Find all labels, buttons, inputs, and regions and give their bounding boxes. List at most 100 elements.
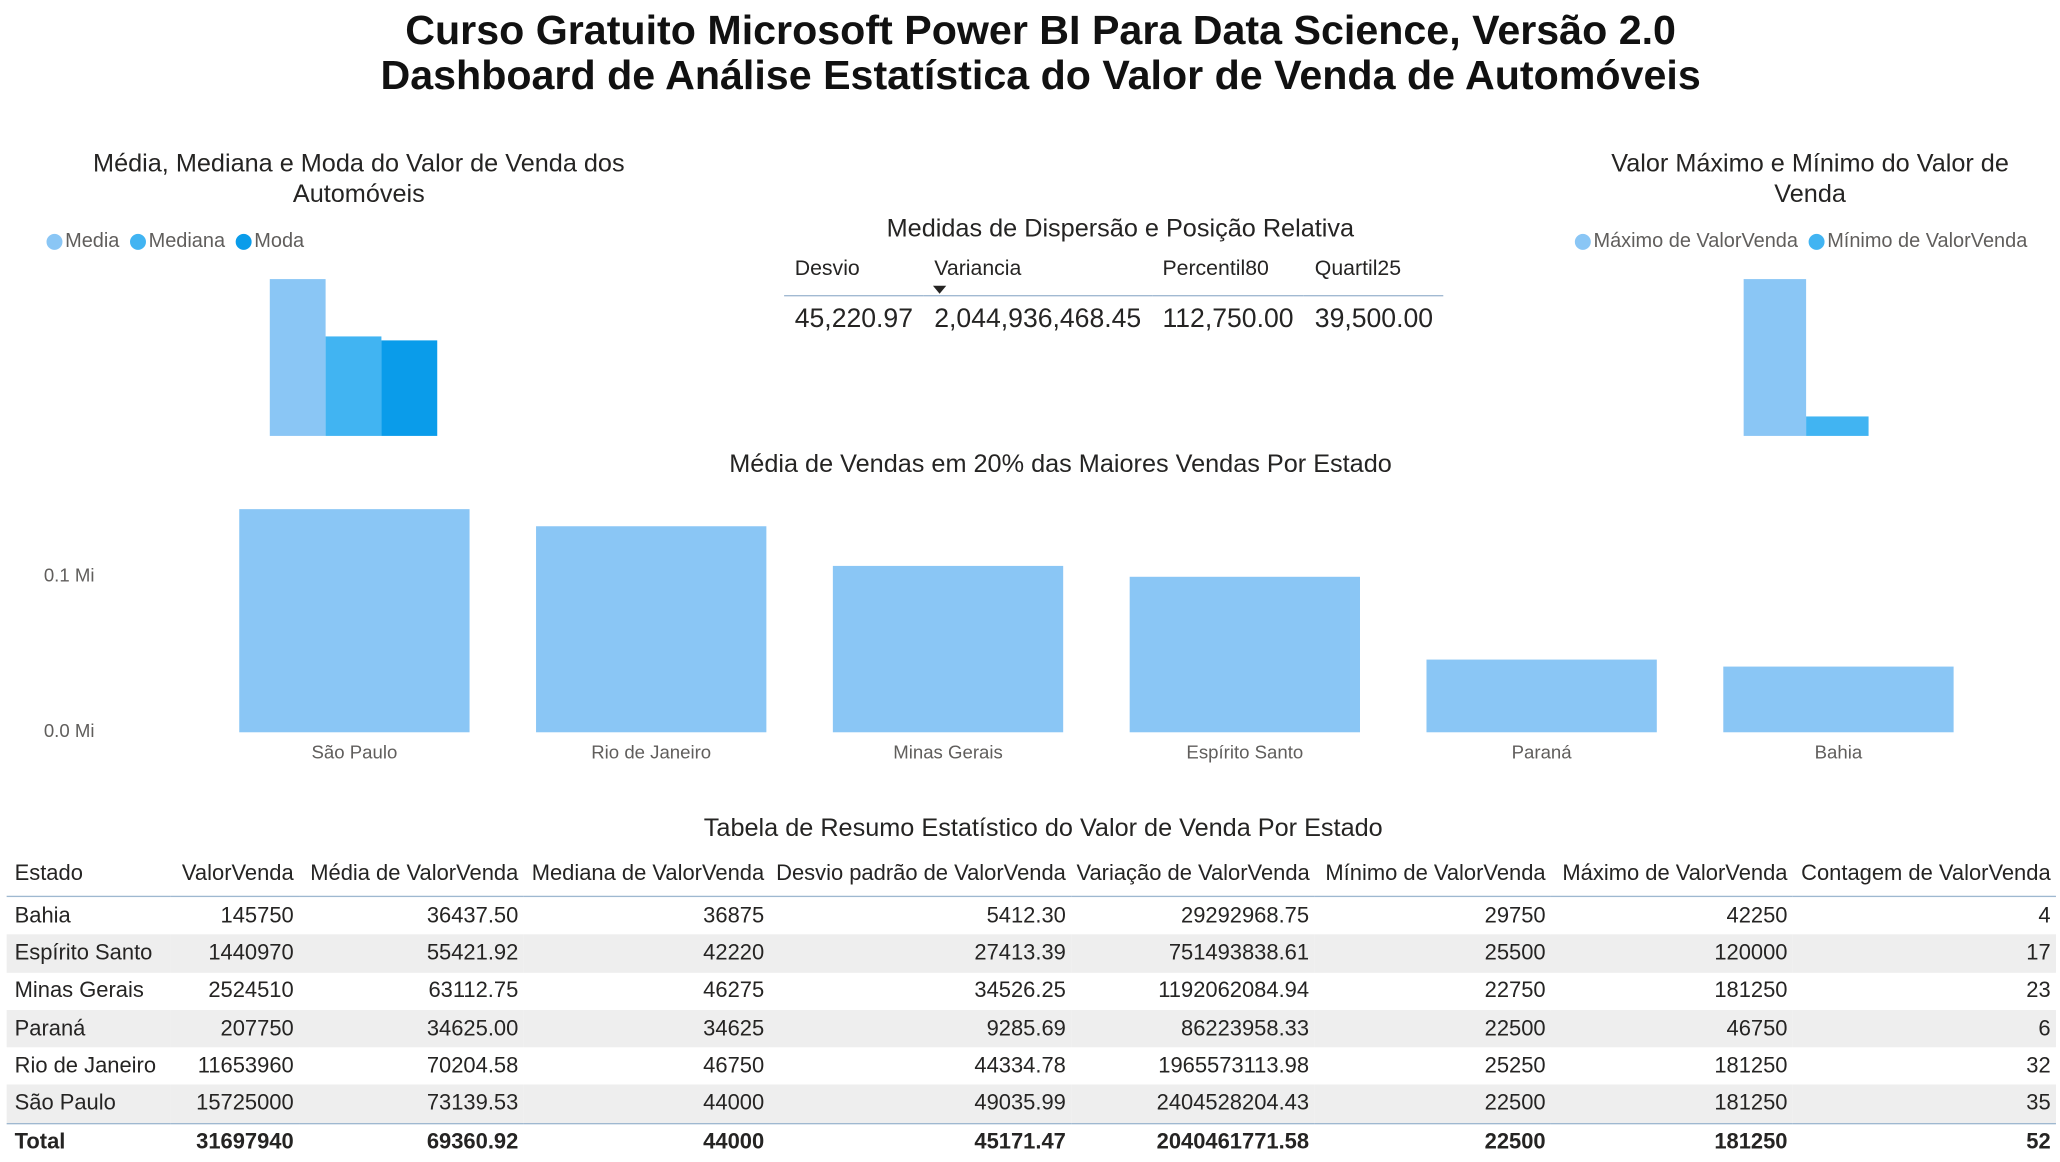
table-cell: 17 <box>1792 934 2056 973</box>
x-tick-label: Minas Gerais <box>893 741 1003 762</box>
table-row: Paraná 207750 34625.00 34625 9285.69 86223958… <box>6 1009 2056 1048</box>
column-header: Percentil80 <box>1151 257 1305 297</box>
column-header: Mínimo de ValorVenda <box>1314 850 1551 898</box>
bar <box>1806 416 1869 436</box>
total-cell: 44000 <box>523 1122 770 1162</box>
table-cell: 36875 <box>703 903 765 928</box>
table-cell: 9285.69 <box>769 1009 1072 1048</box>
summary-table: Estado ValorVenda Média de ValorVenda Media… <box>6 850 2056 1162</box>
total-cell: 52 <box>1792 1122 2056 1162</box>
table-cell: 181250 <box>1714 1053 1788 1078</box>
table-cell: 6 <box>1792 1009 2056 1048</box>
table-cell: 25250 <box>1484 1053 1546 1078</box>
table-cell: Bahia <box>14 903 71 928</box>
table-row: Bahia 145750 36437.50 36875 5412.30 29292968.… <box>7 896 2056 934</box>
table-cell: 42250 <box>1726 903 1788 928</box>
table-cell: 27413.39 <box>769 934 1072 973</box>
legend-dot <box>46 233 63 250</box>
x-tick-label: Paraná <box>1512 741 1573 762</box>
table-cell: 22500 <box>1314 1009 1551 1048</box>
bar <box>269 279 326 436</box>
card-title: Medidas de Dispersão e Posição Relativa <box>886 215 1355 244</box>
legend-label: Moda <box>254 230 305 252</box>
total-cell: 2040461771.58 <box>1071 1122 1315 1162</box>
column-header: Quartil25 <box>1304 257 1444 297</box>
bar <box>1426 659 1657 733</box>
table-cell: 22500 <box>1314 1085 1551 1124</box>
total-cell: Total <box>6 1122 171 1162</box>
bar <box>1743 279 1807 436</box>
legend-label: Mediana <box>149 230 226 252</box>
table-cell: 73139.53 <box>299 1085 524 1124</box>
table-cell: 181250 <box>1714 978 1788 1003</box>
measure-value: 39,500.00 <box>1314 304 1434 334</box>
dashboard-title: Curso Gratuito Microsoft Power BI Para D… <box>0 6 2060 98</box>
table-cell: 29750 <box>1484 903 1546 928</box>
table-cell: 44000 <box>523 1085 770 1124</box>
total-row: Total 31697940 69360.92 44000 45171.47 204046… <box>6 1122 2056 1162</box>
table-cell: 70204.58 <box>426 1053 519 1078</box>
legend-dot <box>1808 233 1825 250</box>
table-row: Rio de Janeiro 11653960 70204.58 46750 44334… <box>7 1048 2056 1086</box>
table-cell: Rio de Janeiro <box>14 1053 157 1078</box>
table-cell: 34526.25 <box>974 978 1066 1003</box>
table-cell: 46750 <box>703 1053 765 1078</box>
x-tick-label: Bahia <box>1815 741 1863 762</box>
table-row: Espírito Santo 1440970 55421.92 42220 27413.… <box>6 934 2056 973</box>
x-tick-label: Rio de Janeiro <box>591 741 711 762</box>
table-cell: 34625.00 <box>299 1009 524 1048</box>
total-cell: 45171.47 <box>769 1122 1072 1162</box>
legend-label: Media <box>65 230 120 252</box>
table-cell: São Paulo <box>6 1085 171 1124</box>
measures-card: Medidas de Dispersão e Posição Relativa … <box>784 214 1449 335</box>
table-cell: 4 <box>2038 903 2051 928</box>
chart-title: Valor Máximo e Mínimo do Valor de Venda <box>1611 150 2009 209</box>
value-row: 45,220.97 2,044,936,468.45 112,750.00 39,50… <box>784 296 1444 335</box>
sort-arrow <box>932 285 947 294</box>
title-line: Curso Gratuito Microsoft Power BI Para D… <box>405 6 1676 54</box>
header-row: Estado ValorVenda Média de ValorVenda Media… <box>6 850 2056 898</box>
header-row: Desvio Variancia Percentil80 Quartil25 <box>784 257 1444 297</box>
charts: Media Mediana Moda Máximo de ValorVenda Míni… <box>44 230 2028 762</box>
legend-label: Mínimo de ValorVenda <box>1827 230 2028 252</box>
bar <box>325 336 382 436</box>
bar <box>536 526 767 733</box>
table-cell: Paraná <box>6 1009 171 1048</box>
legend-dot <box>235 233 252 250</box>
table-cell: 1440970 <box>170 934 300 973</box>
table-cell: 35 <box>1792 1085 2056 1124</box>
table-cell: 120000 <box>1550 934 1793 973</box>
column-header: Estado <box>6 850 171 898</box>
total-cell: 181250 <box>1550 1122 1793 1162</box>
table-cell: 29292968.75 <box>1181 903 1310 928</box>
measures-table: Desvio Variancia Percentil80 Quartil25 45,2… <box>784 257 1444 335</box>
table-cell: 34625 <box>523 1009 770 1048</box>
column-header: Mediana de ValorVenda <box>523 850 770 898</box>
total-cell: 22500 <box>1314 1122 1551 1162</box>
table-cell: 751493838.61 <box>1071 934 1315 973</box>
table-cell: 22750 <box>1484 978 1546 1003</box>
table-cell: 145750 <box>220 903 294 928</box>
legend-dot <box>130 233 146 250</box>
table-cell: 86223958.33 <box>1071 1009 1315 1048</box>
column-header: ValorVenda <box>170 850 300 898</box>
x-tick-label: Espírito Santo <box>1186 741 1303 762</box>
bar <box>239 509 470 733</box>
table-title: Tabela de Resumo Estatístico do Valor de… <box>703 814 1383 843</box>
table-cell: 49035.99 <box>769 1085 1072 1124</box>
table-cell: Espírito Santo <box>6 934 171 973</box>
y-tick-label: 0.1 Mi <box>44 565 95 586</box>
column-header: Variancia <box>923 257 1152 297</box>
table-cell: 32 <box>2026 1053 2051 1078</box>
table-cell: 42220 <box>523 934 770 973</box>
table-cell: 1192062084.94 <box>1158 978 1310 1003</box>
legend-dot <box>1574 233 1591 250</box>
table-row: São Paulo 15725000 73139.53 44000 49035.99 24… <box>6 1085 2056 1124</box>
table-cell: 44334.78 <box>974 1053 1066 1078</box>
table-cell: 2524510 <box>208 978 294 1003</box>
bar <box>1129 576 1360 733</box>
bar <box>381 340 438 436</box>
table-cell: 25500 <box>1314 934 1551 973</box>
